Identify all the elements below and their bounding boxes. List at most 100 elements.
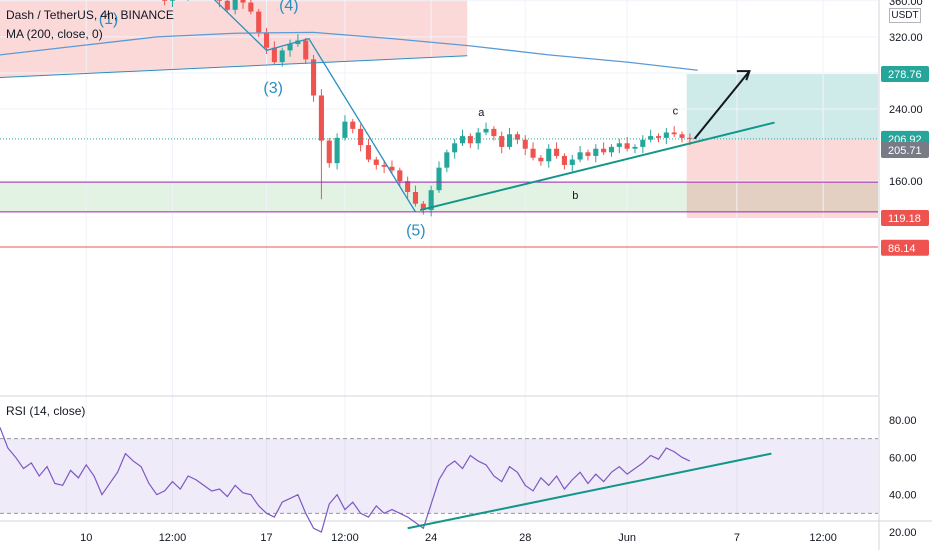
symbol-title[interactable]: Dash / TetherUS, 4h, BINANCE bbox=[6, 8, 174, 22]
candle[interactable] bbox=[507, 127, 513, 150]
rsi-trendline[interactable] bbox=[407, 452, 772, 530]
candle[interactable] bbox=[287, 39, 293, 57]
candle[interactable] bbox=[601, 142, 607, 156]
candle[interactable] bbox=[444, 149, 450, 173]
rsi-line[interactable] bbox=[0, 427, 691, 533]
candle[interactable] bbox=[655, 133, 662, 143]
candle[interactable] bbox=[224, 0, 230, 13]
candle[interactable] bbox=[358, 124, 364, 152]
candle[interactable] bbox=[538, 155, 544, 166]
candle[interactable] bbox=[663, 127, 669, 145]
elliott-wave-path[interactable] bbox=[0, 0, 417, 213]
candle[interactable] bbox=[546, 144, 552, 168]
candle[interactable] bbox=[616, 138, 622, 154]
candle[interactable] bbox=[530, 142, 536, 161]
candle[interactable] bbox=[585, 149, 591, 161]
candle[interactable] bbox=[561, 153, 567, 170]
rsi-indicator-label[interactable]: RSI (14, close) bbox=[6, 404, 86, 418]
candle[interactable] bbox=[311, 54, 317, 102]
price-tag[interactable]: 119.18 bbox=[881, 209, 929, 226]
candle[interactable] bbox=[428, 185, 434, 217]
wave-label-abc[interactable]: c bbox=[673, 105, 679, 117]
ma-indicator-label[interactable]: MA (200, close, 0) bbox=[6, 27, 103, 41]
candle[interactable] bbox=[381, 160, 387, 174]
candle[interactable] bbox=[232, 0, 238, 15]
candle[interactable] bbox=[648, 129, 654, 143]
candle-body bbox=[608, 146, 615, 153]
candle[interactable] bbox=[569, 155, 575, 172]
candle-body bbox=[593, 148, 599, 156]
wave-label[interactable]: (4) bbox=[279, 0, 299, 15]
candle[interactable] bbox=[389, 160, 395, 174]
candle[interactable] bbox=[491, 126, 497, 141]
candle[interactable] bbox=[522, 135, 528, 156]
candle-body bbox=[491, 128, 497, 137]
candle[interactable] bbox=[256, 8, 262, 37]
candle[interactable] bbox=[632, 144, 638, 154]
candle[interactable] bbox=[365, 138, 371, 163]
wave-label-abc[interactable]: b bbox=[572, 190, 578, 202]
wave-label-abc[interactable]: a bbox=[478, 107, 485, 119]
time-tick-label: 17 bbox=[260, 532, 272, 544]
candle[interactable] bbox=[279, 47, 285, 67]
candle[interactable] bbox=[342, 115, 348, 141]
price-tag[interactable]: 205.71 bbox=[881, 141, 929, 158]
time-tick-label: 24 bbox=[425, 532, 437, 544]
candle-body bbox=[569, 159, 575, 165]
candle[interactable] bbox=[436, 161, 442, 193]
candle[interactable] bbox=[240, 0, 246, 9]
channel-bottom-line[interactable] bbox=[0, 55, 468, 78]
currency-label[interactable]: USDT bbox=[889, 8, 921, 23]
candle[interactable] bbox=[593, 144, 599, 163]
candle[interactable] bbox=[303, 37, 309, 64]
ma-200-line[interactable] bbox=[0, 31, 698, 71]
candle[interactable] bbox=[499, 131, 505, 154]
candle[interactable] bbox=[248, 0, 254, 15]
candle-body bbox=[624, 143, 630, 149]
price-tag-box bbox=[881, 66, 929, 83]
candle[interactable] bbox=[671, 126, 677, 137]
price-tag[interactable]: 86.14 bbox=[881, 239, 929, 256]
candle[interactable] bbox=[608, 144, 615, 157]
candle[interactable] bbox=[514, 131, 520, 145]
candle[interactable] bbox=[679, 131, 685, 143]
candle-body bbox=[373, 159, 379, 165]
candle-body bbox=[405, 181, 411, 193]
candle[interactable] bbox=[373, 156, 379, 170]
price-tag-label: 205.71 bbox=[888, 145, 922, 157]
wave-label[interactable]: (1) bbox=[99, 11, 119, 28]
candle[interactable] bbox=[334, 133, 340, 170]
price-tag[interactable]: 278.76 bbox=[881, 66, 929, 83]
rsi-tick-label: 40.00 bbox=[889, 490, 917, 502]
candle[interactable] bbox=[271, 41, 277, 65]
ascending-trendline[interactable] bbox=[419, 121, 775, 212]
candle-body bbox=[358, 128, 364, 146]
candle-body bbox=[412, 192, 419, 204]
candle[interactable] bbox=[467, 133, 473, 148]
candle[interactable] bbox=[483, 122, 489, 136]
candle[interactable] bbox=[624, 136, 630, 152]
candle-body bbox=[522, 139, 528, 149]
wave-label[interactable]: (5) bbox=[406, 222, 426, 239]
candle[interactable] bbox=[397, 167, 403, 186]
candle[interactable] bbox=[405, 176, 411, 199]
candle-body bbox=[444, 152, 450, 168]
time-tick-label: 28 bbox=[519, 532, 531, 544]
candle[interactable] bbox=[169, 0, 176, 8]
wave-label[interactable]: (3) bbox=[263, 80, 283, 97]
candle[interactable] bbox=[350, 118, 356, 134]
candle[interactable] bbox=[577, 146, 583, 163]
projection-arrow[interactable] bbox=[693, 70, 751, 140]
candle[interactable] bbox=[452, 138, 458, 159]
candle[interactable] bbox=[475, 127, 481, 150]
candle[interactable] bbox=[640, 135, 646, 154]
candle[interactable] bbox=[412, 185, 419, 207]
candle-body bbox=[687, 137, 693, 139]
candle[interactable] bbox=[162, 0, 168, 6]
candle[interactable] bbox=[459, 129, 466, 147]
candle-body bbox=[303, 40, 309, 60]
candle[interactable] bbox=[554, 142, 560, 159]
stop-zone bbox=[686, 138, 878, 218]
candle[interactable] bbox=[326, 137, 332, 168]
